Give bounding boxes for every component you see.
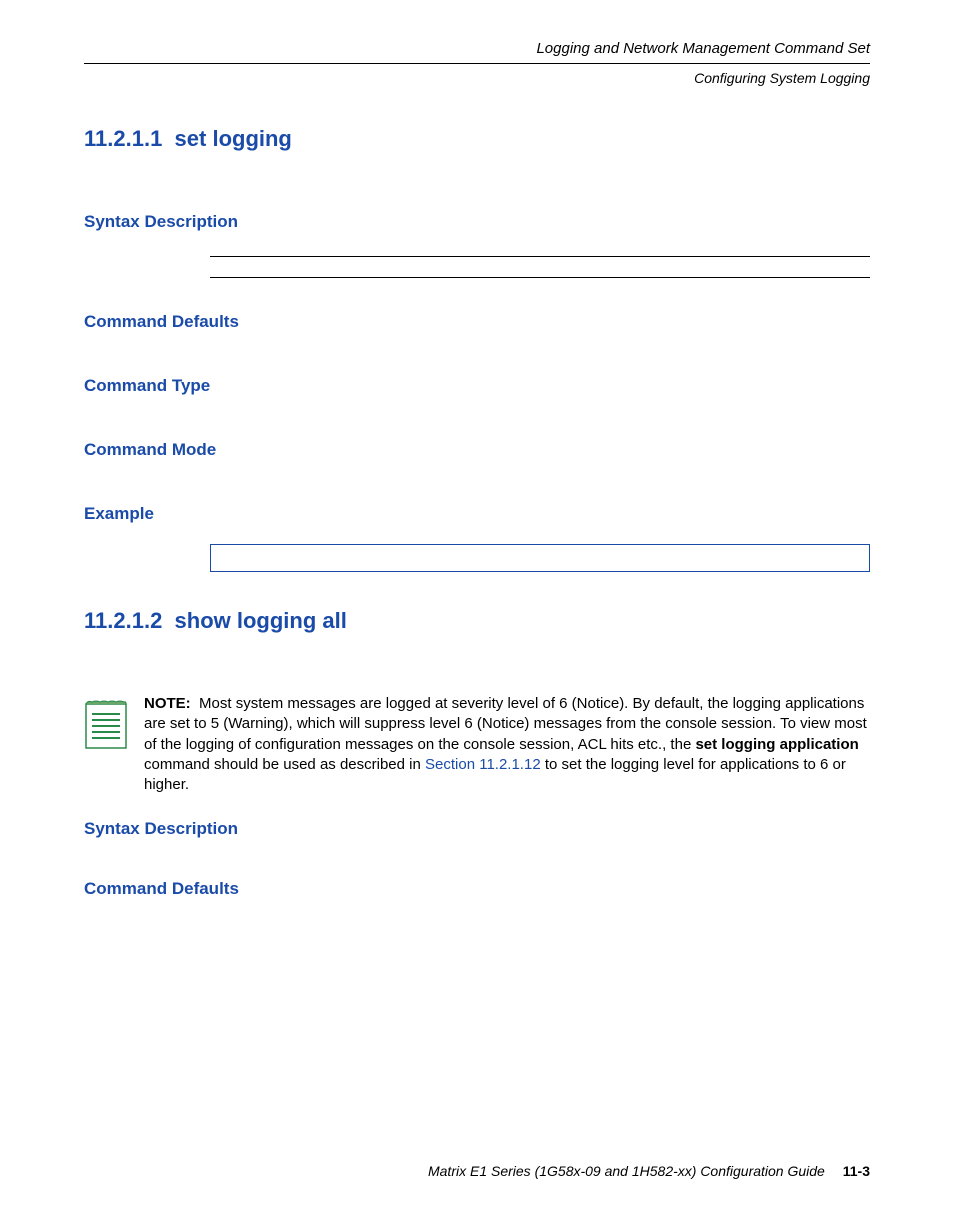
section-1-heading: 11.2.1.1 set logging (84, 126, 870, 152)
syntax-description-heading: Syntax Description (84, 212, 870, 232)
example-heading: Example (84, 504, 870, 524)
table-rule-1 (210, 256, 870, 257)
footer-text: Matrix E1 Series (1G58x-09 and 1H582-xx)… (428, 1163, 825, 1179)
syntax-description-heading-2: Syntax Description (84, 819, 870, 839)
header-rule (84, 63, 870, 64)
footer-page: 11-3 (843, 1163, 870, 1179)
section-1-title: set logging (175, 126, 292, 151)
command-type-heading: Command Type (84, 376, 870, 396)
command-defaults-heading: Command Defaults (84, 312, 870, 332)
note-icon (84, 698, 128, 750)
note-body-2: command should be used as described in (144, 756, 425, 773)
footer: Matrix E1 Series (1G58x-09 and 1H582-xx)… (84, 1163, 870, 1179)
section-1-number: 11.2.1.1 (84, 126, 162, 151)
section-2-number: 11.2.1.2 (84, 608, 162, 633)
section-2-title: show logging all (175, 608, 347, 633)
header-title: Logging and Network Management Command S… (84, 40, 870, 57)
note-link[interactable]: Section 11.2.1.12 (425, 756, 541, 773)
header-subtitle: Configuring System Logging (84, 70, 870, 86)
note-text: NOTE: Most system messages are logged at… (144, 694, 870, 795)
example-box (210, 544, 870, 572)
command-defaults-heading-2: Command Defaults (84, 879, 870, 899)
syntax-description-table (210, 256, 870, 278)
command-mode-heading: Command Mode (84, 440, 870, 460)
note-bold: set logging application (695, 736, 858, 753)
table-rule-2 (210, 277, 870, 278)
note-container: NOTE: Most system messages are logged at… (84, 694, 870, 795)
section-2-heading: 11.2.1.2 show logging all (84, 608, 870, 634)
note-label: NOTE: (144, 695, 191, 712)
